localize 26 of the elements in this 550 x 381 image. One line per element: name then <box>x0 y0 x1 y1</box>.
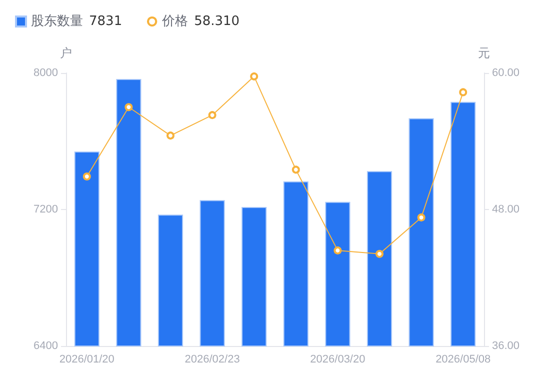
y-tick-label: 8000 <box>34 67 58 79</box>
y2-tick-label: 48.00 <box>492 204 520 216</box>
y-axis-title: 户 <box>60 46 72 60</box>
y2-tick-label: 36.00 <box>492 340 520 352</box>
y-tick-label: 7200 <box>34 204 58 216</box>
point <box>292 166 300 174</box>
legend-label: 股东数量 <box>31 14 83 29</box>
point <box>166 132 174 140</box>
point <box>417 213 426 222</box>
text: 58.310 <box>194 14 240 29</box>
y-tick-label: 6400 <box>34 340 58 352</box>
y2-tick-label: 60.00 <box>492 67 520 79</box>
point <box>459 88 468 96</box>
point <box>250 72 258 80</box>
point <box>124 103 133 112</box>
x-tick-label: 2026/05/08 <box>436 354 491 366</box>
y2-axis-title: 元 <box>478 46 490 60</box>
point <box>82 172 91 181</box>
point <box>376 250 384 258</box>
legend-label: 价格 <box>161 14 188 29</box>
point <box>334 246 342 254</box>
point <box>208 111 216 120</box>
text: 7831 <box>89 14 122 29</box>
x-tick-label: 2026/01/20 <box>59 354 114 366</box>
x-tick-label: 2026/03/20 <box>310 354 366 366</box>
x-tick-label: 2026/02/23 <box>184 354 240 366</box>
